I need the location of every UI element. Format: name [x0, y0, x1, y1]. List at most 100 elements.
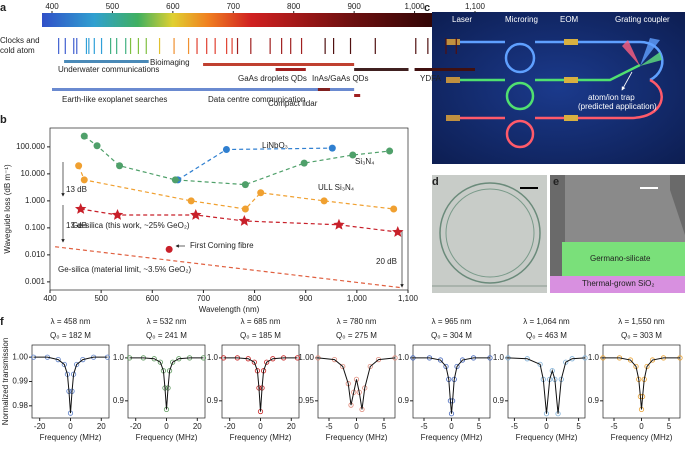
annotation: 13 dB — [66, 185, 87, 194]
series-line — [83, 135, 390, 186]
marker — [116, 162, 124, 170]
application-label: GaAs droplets QDs — [238, 74, 307, 83]
x-axis-label: Frequency (MHz) — [326, 433, 388, 442]
y-tick-label: 0.9 — [588, 396, 600, 405]
fit-line — [33, 356, 108, 414]
x-tick-label: 1,100 — [398, 294, 419, 303]
data-point — [61, 361, 67, 368]
x-tick-label: 500 — [94, 294, 108, 303]
diagram-bg — [432, 12, 685, 164]
x-tick-label: 0 — [449, 422, 454, 431]
y-axis-label: Normalized transmission — [1, 338, 10, 426]
diagram-label: atom/ion trap — [588, 93, 635, 102]
marker — [257, 189, 265, 197]
application-range — [64, 60, 149, 63]
marker — [328, 144, 336, 152]
y-tick-label: 1.0 — [113, 353, 125, 362]
data-point — [563, 359, 569, 365]
data-point — [251, 359, 257, 365]
marker — [392, 226, 404, 237]
diagram-label: Laser — [452, 15, 472, 24]
panel-label: c — [424, 2, 430, 14]
application-label: Compact lidar — [268, 99, 318, 108]
x-tick-label: 20 — [193, 422, 202, 431]
plot-subtitle: Q₀ = 303 M — [621, 331, 662, 340]
marker — [165, 245, 173, 253]
plot-frame — [49, 127, 409, 291]
annotation: 13 dB — [66, 221, 87, 230]
y-tick-label: 0.100 — [25, 223, 46, 232]
x-tick-label: -20 — [130, 422, 142, 431]
fit-line — [223, 357, 298, 412]
x-tick-label: -5 — [420, 422, 428, 431]
panel-label: f — [0, 316, 4, 328]
sem-ridge — [565, 175, 685, 242]
plot-subtitle: Q₀ = 463 M — [526, 331, 567, 340]
arrow — [621, 71, 633, 91]
marker — [80, 176, 88, 184]
data-point — [549, 368, 555, 374]
fit-line — [507, 357, 586, 414]
x-tick-label: 800 — [248, 294, 262, 303]
y-tick-label: 1.0 — [398, 353, 410, 362]
x-tick-label: 0 — [544, 422, 549, 431]
marker — [241, 205, 249, 213]
application-label: YDFA — [420, 74, 442, 83]
y-tick-label: 1.00 — [298, 353, 314, 362]
plot-title: λ = 965 nm — [432, 317, 472, 326]
micrograph-d — [432, 175, 547, 293]
series-label: Si₃N₄ — [355, 157, 374, 166]
data-point — [340, 363, 346, 370]
diagram-label: (predicted application) — [578, 102, 657, 111]
plot-subtitle: Q₀ = 185 M — [240, 331, 281, 340]
marker — [390, 205, 398, 213]
x-tick-label: 500 — [106, 2, 120, 11]
data-point — [170, 359, 176, 365]
series-label: ULL Si₃N₄ — [318, 183, 354, 192]
plot-title: λ = 458 nm — [51, 317, 91, 326]
x-tick-label: 0 — [258, 422, 263, 431]
marker — [300, 159, 308, 167]
y-tick-label: 1.0 — [207, 353, 219, 362]
data-point — [367, 363, 373, 370]
y-tick-label: 1.000 — [25, 196, 46, 205]
x-axis-label: Frequency (MHz) — [421, 433, 483, 442]
x-tick-label: 20 — [287, 422, 296, 431]
y-tick-label: 0.9 — [493, 396, 505, 405]
application-label: InAs/GaAs QDs — [312, 74, 368, 83]
x-tick-label: 1,000 — [405, 2, 426, 11]
marker — [187, 197, 195, 205]
y-tick-label: 0.9 — [207, 396, 219, 405]
y-tick-label: 0.99 — [12, 377, 28, 386]
application-label: Data centre communication — [208, 95, 305, 104]
y-tick-label: 10.000 — [21, 169, 46, 178]
x-tick-label: -20 — [224, 422, 236, 431]
x-tick-label: 600 — [166, 2, 180, 11]
y-tick-label: 0.001 — [25, 277, 46, 286]
application-range — [354, 94, 361, 97]
x-tick-label: 5 — [667, 422, 672, 431]
y-tick-label: 1.0 — [493, 353, 505, 362]
x-tick-label: 700 — [227, 2, 241, 11]
beam — [622, 40, 640, 66]
plot-frame — [507, 344, 586, 419]
marker — [241, 181, 249, 189]
x-tick-label: 700 — [197, 294, 211, 303]
marker — [75, 162, 83, 170]
x-tick-label: 800 — [287, 2, 301, 11]
marker — [349, 151, 357, 159]
y-tick-label: 0.010 — [25, 250, 46, 259]
application-label: Bioimaging — [150, 58, 190, 67]
data-point — [157, 359, 163, 365]
diagram-label: EOM — [560, 15, 579, 24]
marker — [333, 218, 345, 230]
x-tick-label: 0 — [639, 422, 644, 431]
y-tick-label: 1.00 — [12, 352, 28, 361]
x-tick-label: 5 — [576, 422, 581, 431]
y-tick-label: 0.95 — [298, 396, 314, 405]
series-label: Ge-silica (this work, ~25% GeO₂) — [72, 221, 190, 230]
panel-label: a — [0, 2, 7, 14]
marker — [80, 132, 88, 140]
plot-title: λ = 1,064 nm — [523, 317, 570, 326]
y-tick-label: 1.0 — [588, 353, 600, 362]
